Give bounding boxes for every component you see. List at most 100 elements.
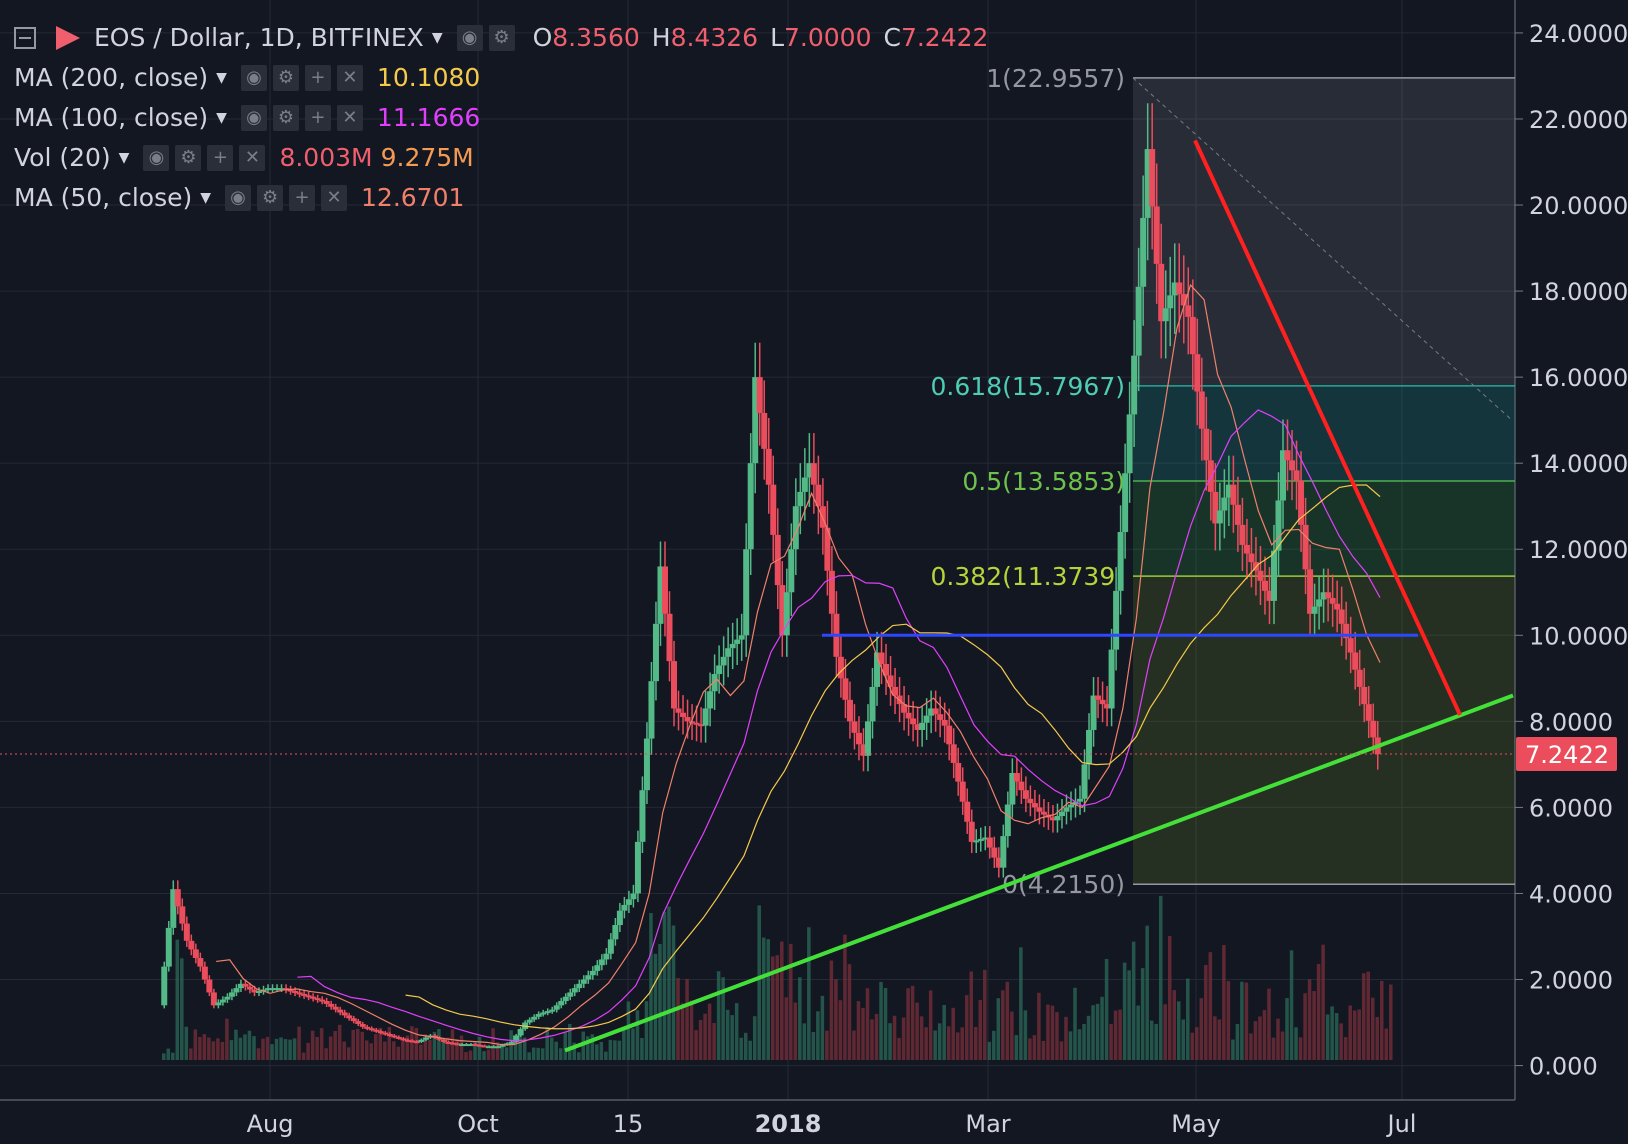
candle[interactable] (738, 635, 745, 640)
candle[interactable] (995, 857, 1002, 868)
gear-icon[interactable]: ⚙ (488, 25, 515, 51)
candle[interactable] (837, 656, 844, 679)
candle[interactable] (1104, 704, 1111, 709)
candle[interactable] (531, 1016, 538, 1020)
candle[interactable] (1225, 484, 1232, 498)
candle[interactable] (1185, 305, 1192, 317)
candle[interactable] (864, 721, 871, 756)
candle[interactable] (779, 585, 786, 636)
candle[interactable] (373, 1029, 380, 1032)
candle[interactable] (364, 1026, 371, 1029)
candle[interactable] (783, 592, 790, 636)
candle[interactable] (594, 965, 601, 971)
candle[interactable] (310, 996, 317, 999)
candle[interactable] (1049, 817, 1056, 821)
candle[interactable] (734, 639, 741, 644)
candle[interactable] (1275, 500, 1282, 551)
candle[interactable] (445, 1041, 452, 1044)
indicator-label[interactable]: MA (200, close) (14, 63, 209, 92)
candle[interactable] (1261, 580, 1268, 591)
candle[interactable] (359, 1023, 366, 1027)
plus-icon[interactable]: + (207, 145, 234, 171)
candle[interactable] (1270, 550, 1277, 601)
chevron-down-icon[interactable]: ▼ (118, 150, 130, 166)
candle[interactable] (725, 648, 732, 657)
candle[interactable] (468, 1044, 475, 1047)
eye-icon[interactable]: ◉ (240, 105, 267, 131)
candle[interactable] (874, 652, 881, 687)
candle[interactable] (499, 1044, 506, 1047)
candle[interactable] (1221, 497, 1228, 511)
candle[interactable] (815, 484, 822, 507)
candle[interactable] (477, 1044, 484, 1047)
candle[interactable] (1072, 801, 1079, 805)
candle[interactable] (400, 1038, 407, 1041)
candle[interactable] (1153, 206, 1160, 264)
candle[interactable] (1311, 606, 1318, 614)
candle[interactable] (1176, 282, 1183, 294)
candle[interactable] (905, 712, 912, 719)
candle[interactable] (964, 801, 971, 822)
candle[interactable] (197, 958, 204, 967)
candle[interactable] (418, 1039, 425, 1042)
candle[interactable] (887, 675, 894, 687)
candle[interactable] (544, 1011, 551, 1014)
candle[interactable] (991, 847, 998, 858)
candle[interactable] (598, 959, 605, 966)
candle[interactable] (1216, 510, 1223, 524)
candle[interactable] (571, 988, 578, 993)
candle[interactable] (161, 966, 168, 1006)
candle[interactable] (648, 681, 655, 739)
candle[interactable] (1280, 450, 1287, 501)
candle[interactable] (1171, 282, 1178, 296)
candle[interactable] (549, 1009, 556, 1012)
candle[interactable] (932, 708, 939, 715)
candle[interactable] (265, 988, 272, 991)
chevron-down-icon[interactable]: ▼ (216, 110, 227, 126)
candle[interactable] (228, 992, 235, 997)
candle[interactable] (792, 506, 799, 550)
candle[interactable] (765, 448, 772, 485)
candle[interactable] (526, 1019, 533, 1023)
candle[interactable] (747, 463, 754, 550)
candle[interactable] (449, 1042, 456, 1045)
candle[interactable] (251, 989, 258, 993)
candle[interactable] (1099, 699, 1106, 705)
candle[interactable] (806, 463, 813, 478)
candle[interactable] (1356, 669, 1363, 687)
candle[interactable] (1239, 524, 1246, 545)
candle[interactable] (454, 1043, 461, 1046)
candle[interactable] (1316, 599, 1323, 607)
candle[interactable] (788, 549, 795, 593)
candle[interactable] (684, 717, 691, 722)
candle[interactable] (1370, 720, 1377, 738)
candle[interactable] (621, 904, 628, 911)
candle[interactable] (481, 1045, 488, 1048)
indicator-label[interactable]: Vol (20) (14, 143, 111, 172)
candle[interactable] (698, 724, 705, 727)
candle[interactable] (1189, 316, 1196, 355)
candle[interactable] (671, 661, 678, 709)
candle[interactable] (928, 708, 935, 716)
candle[interactable] (910, 718, 917, 725)
candle[interactable] (824, 527, 831, 571)
candle[interactable] (1257, 570, 1264, 581)
candle[interactable] (1167, 295, 1174, 309)
candle[interactable] (625, 899, 632, 905)
candle[interactable] (729, 643, 736, 649)
candle[interactable] (508, 1041, 515, 1044)
candle[interactable] (1343, 623, 1350, 639)
candle[interactable] (332, 1006, 339, 1010)
candle[interactable] (1009, 772, 1016, 805)
candle[interactable] (1266, 590, 1273, 601)
candle[interactable] (576, 983, 583, 989)
candle[interactable] (1004, 804, 1011, 837)
candle[interactable] (1077, 798, 1084, 802)
candle[interactable] (982, 837, 989, 840)
candle[interactable] (1054, 816, 1061, 821)
candle[interactable] (1131, 355, 1138, 415)
candle[interactable] (842, 678, 849, 700)
candle[interactable] (206, 979, 213, 993)
candle[interactable] (1212, 491, 1219, 524)
candle[interactable] (274, 988, 281, 991)
